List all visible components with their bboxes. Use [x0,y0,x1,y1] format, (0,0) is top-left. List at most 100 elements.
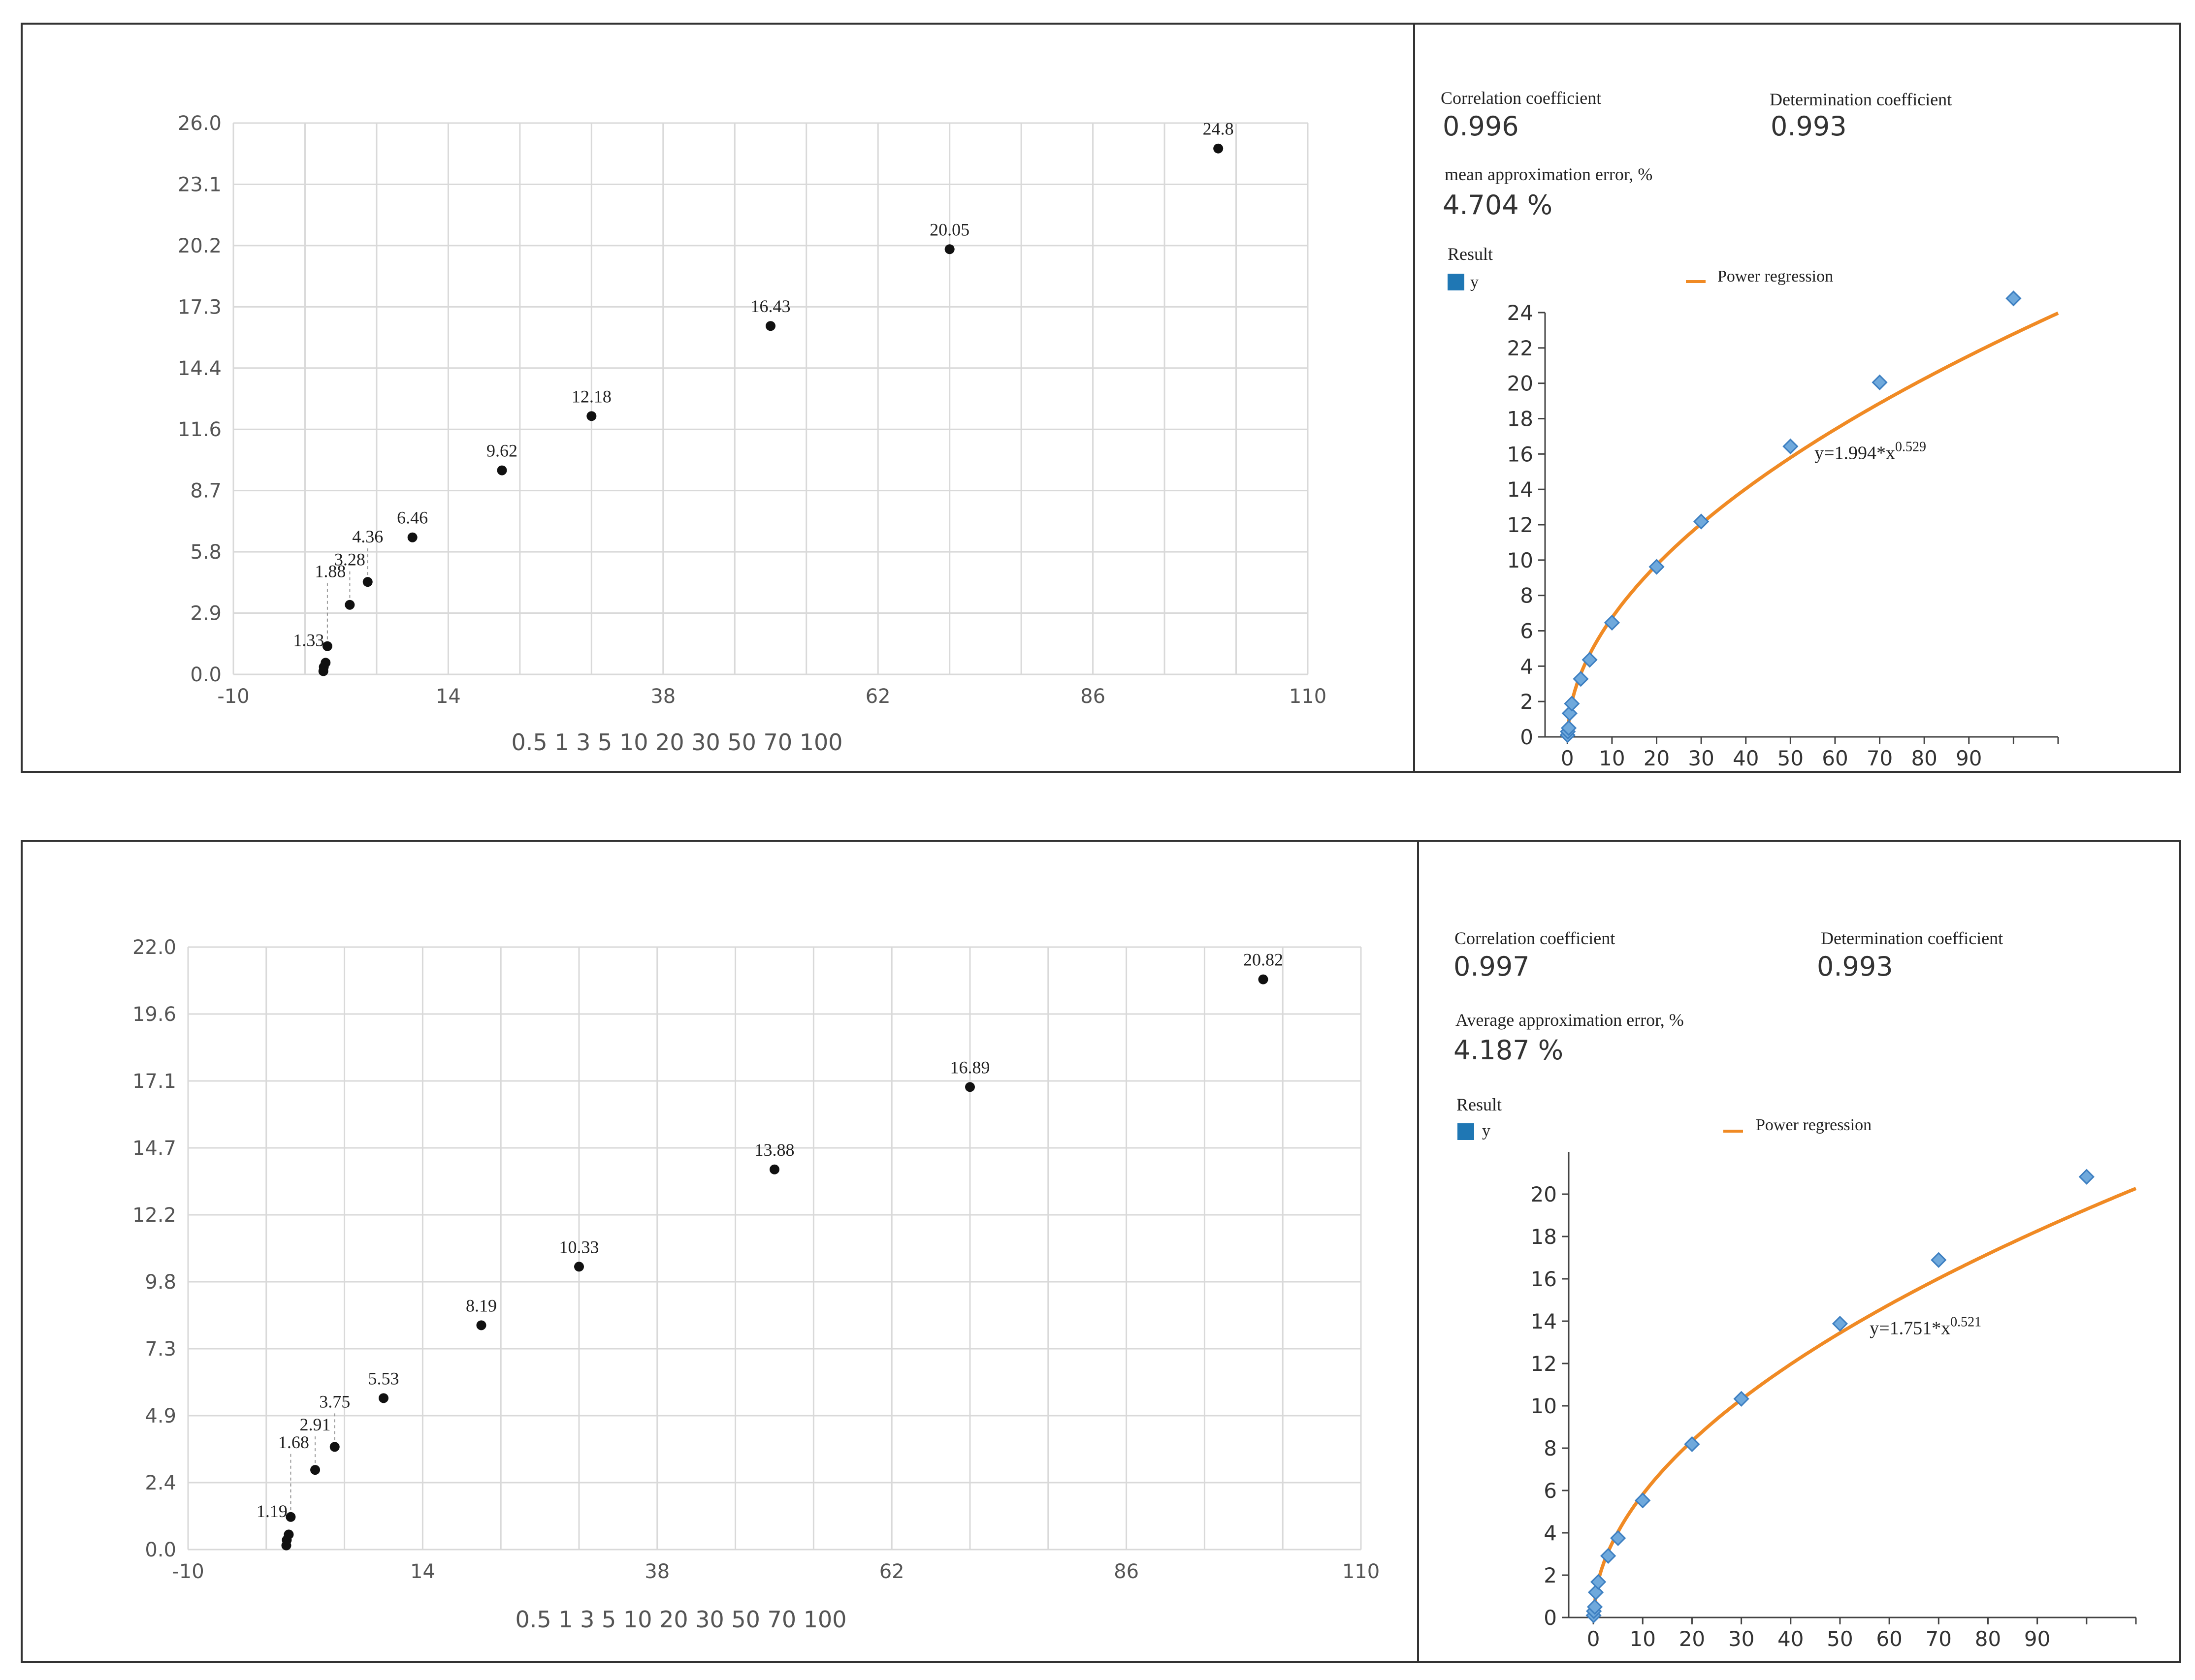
y-tick-label: 4 [1544,1521,1557,1545]
y-tick-label: 0 [1544,1606,1557,1630]
x-tick-label: 40 [1777,1627,1804,1651]
y-tick-label: 4.9 [145,1405,176,1427]
y-tick-label: 12.2 [132,1204,176,1227]
data-point [286,1512,296,1522]
data-label: 4.36 [352,527,383,546]
x-tick-label: 20 [1679,1627,1705,1651]
regression-data-point [1693,513,1710,530]
y-tick-label: 20.2 [178,235,222,257]
x-tick-label: 60 [1822,746,1848,770]
y-tick-label: 11.6 [178,418,222,441]
x-tick-label: 90 [1956,746,1982,770]
x-tick-label: 0 [1587,1627,1600,1651]
data-label: 2.91 [300,1415,331,1434]
data-point [407,532,418,542]
y-tick-label: 14.4 [178,357,222,380]
y-tick-label: 18 [1531,1225,1557,1249]
regression-data-point [1590,1574,1607,1590]
regression-data-point [1604,614,1620,631]
data-label: 24.8 [1203,119,1234,139]
y-tick-label: 14 [1531,1309,1557,1333]
x-category-label: 0.5 1 3 5 10 20 30 50 70 100 [511,729,842,756]
data-label: 16.89 [950,1057,990,1077]
x-tick-label: 14 [436,685,461,708]
y-tick-label: 4 [1520,654,1533,678]
regression-data-point [1872,374,1888,390]
regression-data-point [1635,1492,1651,1509]
data-point [944,244,955,254]
regression-data-point [2078,1169,2095,1185]
bottom-legend-fit-label: Power regression [1756,1116,1872,1134]
x-tick-label: 86 [1114,1560,1139,1583]
power-regression-curve [1591,1187,2137,1618]
data-point [497,465,507,475]
data-label: 20.82 [1243,950,1283,970]
data-label: 1.19 [257,1501,288,1521]
y-tick-label: 17.3 [178,296,222,318]
x-tick-label: 90 [2024,1627,2050,1651]
data-point [766,321,775,331]
bottom-correlation-value: 0.997 [1453,951,1530,982]
bottom-panel-frame [21,840,2181,1663]
y-tick-label: 2.4 [145,1472,176,1494]
top-correlation-label: Correlation coefficient [1441,88,1601,108]
data-point [362,577,373,587]
y-tick-label: 20 [1507,372,1533,396]
data-label: 13.88 [755,1140,795,1160]
x-tick-label: -10 [172,1560,204,1583]
data-point [476,1320,486,1331]
regression-data-point [1600,1548,1616,1564]
top-legend-series-swatch [1448,274,1464,290]
data-label: 3.75 [319,1392,350,1411]
data-point [1258,974,1268,984]
y-tick-label: 24 [1507,301,1533,325]
data-label-extra: 1.88 [315,562,346,581]
y-tick-label: 18 [1507,407,1533,431]
regression-data-point [1782,438,1799,455]
x-tick-label: 70 [1926,1627,1952,1651]
x-tick-label: 62 [866,685,891,708]
bottom-error-value: 4.187 % [1453,1035,1563,1066]
y-tick-label: 12 [1531,1352,1557,1376]
top-legend-series-label: y [1470,273,1479,291]
y-tick-label: 2.9 [190,602,222,625]
data-label: 16.43 [751,296,791,316]
x-tick-label: 40 [1733,746,1759,770]
regression-data-point [1832,1316,1848,1332]
y-tick-label: 23.1 [178,173,222,196]
data-label: 9.62 [486,441,517,461]
top-stats: Correlation coefficient 0.996 Determinat… [1441,88,1952,291]
x-tick-label: 0 [1561,746,1574,770]
top-legend-fit-label: Power regression [1717,267,1833,285]
y-tick-label: 10 [1507,548,1533,572]
data-label: 5.53 [368,1368,399,1388]
y-tick-label: 2 [1520,690,1533,714]
x-tick-label: 50 [1827,1627,1853,1651]
data-point [1213,143,1224,154]
x-tick-label: 30 [1688,746,1714,770]
x-tick-label: 110 [1342,1560,1380,1583]
y-tick-label: 6 [1520,619,1533,643]
y-tick-label: 14.7 [132,1137,176,1160]
y-tick-label: 14 [1507,477,1533,502]
x-tick-label: 86 [1080,685,1105,708]
bottom-scatter-chart: 0.0 2.4 4.9 7.3 9.8 12.2 14.7 17.1 19.6 22.0 -10 14… [132,936,1380,1633]
y-tick-label: 8 [1544,1436,1557,1460]
y-tick-label: 22.0 [132,936,176,959]
x-tick-label: 38 [650,685,676,708]
data-point [574,1262,584,1272]
y-tick-label: 17.1 [132,1070,176,1093]
y-tick-label: 9.8 [145,1271,176,1294]
top-determination-label: Determination coefficient [1770,90,1952,109]
y-tick-label: 20 [1531,1182,1557,1206]
regression-data-point [1610,1530,1626,1546]
x-tick-label: 10 [1630,1627,1656,1651]
y-tick-label: 0 [1520,725,1533,749]
top-determination-value: 0.993 [1771,111,1847,142]
top-panel-frame [21,23,2181,773]
x-tick-label: 62 [879,1560,904,1583]
y-tick-label: 16 [1507,442,1533,466]
y-tick-label: 2 [1544,1563,1557,1587]
